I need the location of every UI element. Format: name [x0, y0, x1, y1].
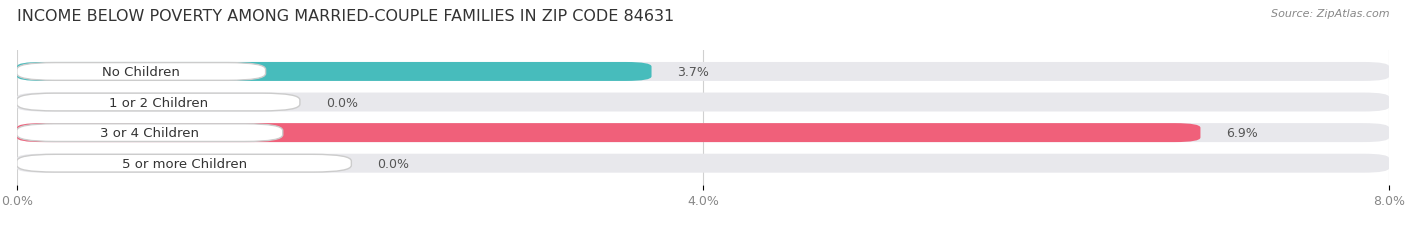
Text: 5 or more Children: 5 or more Children [121, 157, 246, 170]
FancyBboxPatch shape [17, 93, 1389, 112]
FancyBboxPatch shape [17, 94, 299, 111]
Text: 3.7%: 3.7% [678, 66, 709, 79]
Text: 3 or 4 Children: 3 or 4 Children [100, 127, 200, 140]
FancyBboxPatch shape [17, 124, 1389, 143]
FancyBboxPatch shape [17, 124, 283, 142]
FancyBboxPatch shape [17, 63, 1389, 82]
Text: INCOME BELOW POVERTY AMONG MARRIED-COUPLE FAMILIES IN ZIP CODE 84631: INCOME BELOW POVERTY AMONG MARRIED-COUPL… [17, 9, 673, 24]
Text: 0.0%: 0.0% [377, 157, 409, 170]
FancyBboxPatch shape [17, 63, 266, 81]
FancyBboxPatch shape [17, 124, 1201, 143]
Text: 6.9%: 6.9% [1226, 127, 1258, 140]
Text: Source: ZipAtlas.com: Source: ZipAtlas.com [1271, 9, 1389, 19]
FancyBboxPatch shape [17, 154, 1389, 173]
FancyBboxPatch shape [17, 155, 352, 172]
Text: 1 or 2 Children: 1 or 2 Children [108, 96, 208, 109]
Text: No Children: No Children [103, 66, 180, 79]
FancyBboxPatch shape [17, 63, 651, 82]
Text: 0.0%: 0.0% [326, 96, 357, 109]
